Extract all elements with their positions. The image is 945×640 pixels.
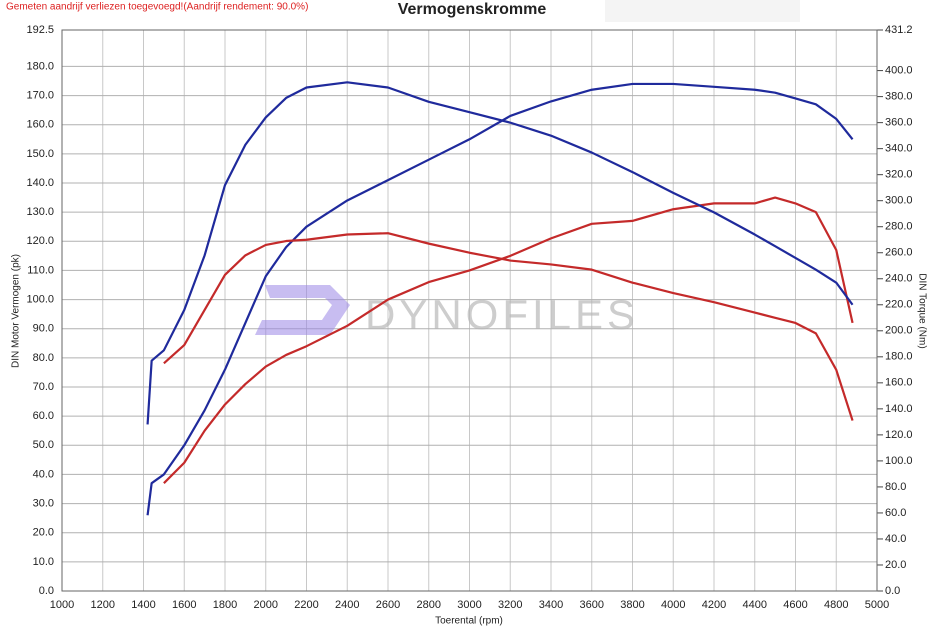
- y-tick-label: 90.0: [33, 323, 54, 335]
- y-tick-label: 80.0: [33, 352, 54, 364]
- x-tick-label: 1000: [50, 599, 74, 611]
- x-tick-label: 4600: [783, 599, 807, 611]
- y-tick-label: 140.0: [26, 177, 54, 189]
- y-tick-label: 10.0: [33, 556, 54, 568]
- y-tick-label: 110.0: [27, 264, 54, 276]
- x-tick-label: 3200: [498, 599, 522, 611]
- plot-frame: [61, 29, 878, 592]
- y2-tick-label: 160.0: [885, 377, 913, 389]
- y2-tick-label: 100.0: [885, 455, 913, 467]
- y-tick-label: 0.0: [39, 585, 54, 597]
- y-tick-label: 120.0: [26, 235, 54, 247]
- y2-axis-title: DIN Torque (Nm): [916, 273, 927, 348]
- y-tick-label: 40.0: [33, 468, 54, 480]
- x-tick-label: 3400: [539, 599, 563, 611]
- y-tick-label: 150.0: [26, 148, 54, 160]
- y-axis-title: DIN Motor Vermogen (pk): [11, 254, 22, 368]
- y2-tick-label: 260.0: [885, 247, 913, 259]
- y2-tick-label: 380.0: [885, 91, 913, 103]
- x-tick-label: 4800: [824, 599, 848, 611]
- y2-tick-label: 180.0: [885, 351, 913, 363]
- chart-title: Vermogenskromme: [398, 1, 547, 18]
- series-line: [146, 81, 854, 425]
- x-tick-label: 1200: [91, 599, 115, 611]
- series-line: [146, 82, 854, 516]
- y2-tick-label: 0.0: [885, 585, 900, 597]
- x-tick-label: 3600: [580, 599, 604, 611]
- x-tick-label: 2800: [417, 599, 441, 611]
- y-tick-label: 192.5: [26, 24, 54, 36]
- x-tick-label: 4400: [743, 599, 767, 611]
- watermark: DYNOFILES: [365, 291, 639, 338]
- x-tick-label: 4000: [661, 599, 685, 611]
- y2-tick-label: 431.2: [885, 24, 913, 36]
- y2-tick-label: 300.0: [885, 195, 913, 207]
- x-tick-label: 2400: [335, 599, 359, 611]
- x-tick-label: 2000: [254, 599, 278, 611]
- y2-tick-label: 20.0: [885, 559, 906, 571]
- y-tick-label: 50.0: [33, 439, 54, 451]
- x-tick-label: 2600: [376, 599, 400, 611]
- y-tick-label: 160.0: [26, 119, 54, 131]
- y2-tick-label: 60.0: [885, 507, 906, 519]
- y-tick-label: 130.0: [26, 206, 54, 218]
- y2-tick-label: 320.0: [885, 169, 913, 181]
- y-tick-label: 60.0: [33, 410, 54, 422]
- x-tick-label: 3000: [457, 599, 481, 611]
- y2-tick-label: 360.0: [885, 117, 913, 129]
- watermark-logo: [255, 285, 350, 335]
- y2-tick-label: 340.0: [885, 143, 913, 155]
- x-tick-label: 1800: [213, 599, 237, 611]
- note: Gemeten aandrijf verliezen toegevoegd!(A…: [6, 2, 308, 13]
- x-tick-label: 5000: [865, 599, 889, 611]
- y-tick-label: 30.0: [33, 497, 54, 509]
- x-axis-title: Toerental (rpm): [435, 616, 503, 627]
- y2-tick-label: 400.0: [885, 64, 913, 76]
- y2-tick-label: 200.0: [885, 325, 913, 337]
- y-tick-label: 70.0: [33, 381, 54, 393]
- y2-tick-label: 280.0: [885, 221, 913, 233]
- y2-tick-label: 120.0: [885, 429, 913, 441]
- y2-tick-label: 140.0: [885, 403, 913, 415]
- y2-tick-label: 220.0: [885, 299, 913, 311]
- y-tick-label: 100.0: [26, 293, 54, 305]
- x-tick-label: 1600: [172, 599, 196, 611]
- y2-tick-label: 80.0: [885, 481, 906, 493]
- x-tick-label: 4200: [702, 599, 726, 611]
- y2-tick-label: 240.0: [885, 273, 913, 285]
- y-tick-label: 20.0: [33, 527, 54, 539]
- logo-shape: [255, 285, 350, 335]
- series-line: [163, 196, 854, 484]
- x-tick-label: 2200: [294, 599, 318, 611]
- y-tick-label: 180.0: [26, 60, 54, 72]
- series-line: [163, 232, 854, 421]
- x-tick-label: 1400: [131, 599, 155, 611]
- header-box: [605, 0, 800, 22]
- y-tick-label: 170.0: [26, 89, 54, 101]
- x-tick-label: 3800: [620, 599, 644, 611]
- y2-tick-label: 40.0: [885, 533, 906, 545]
